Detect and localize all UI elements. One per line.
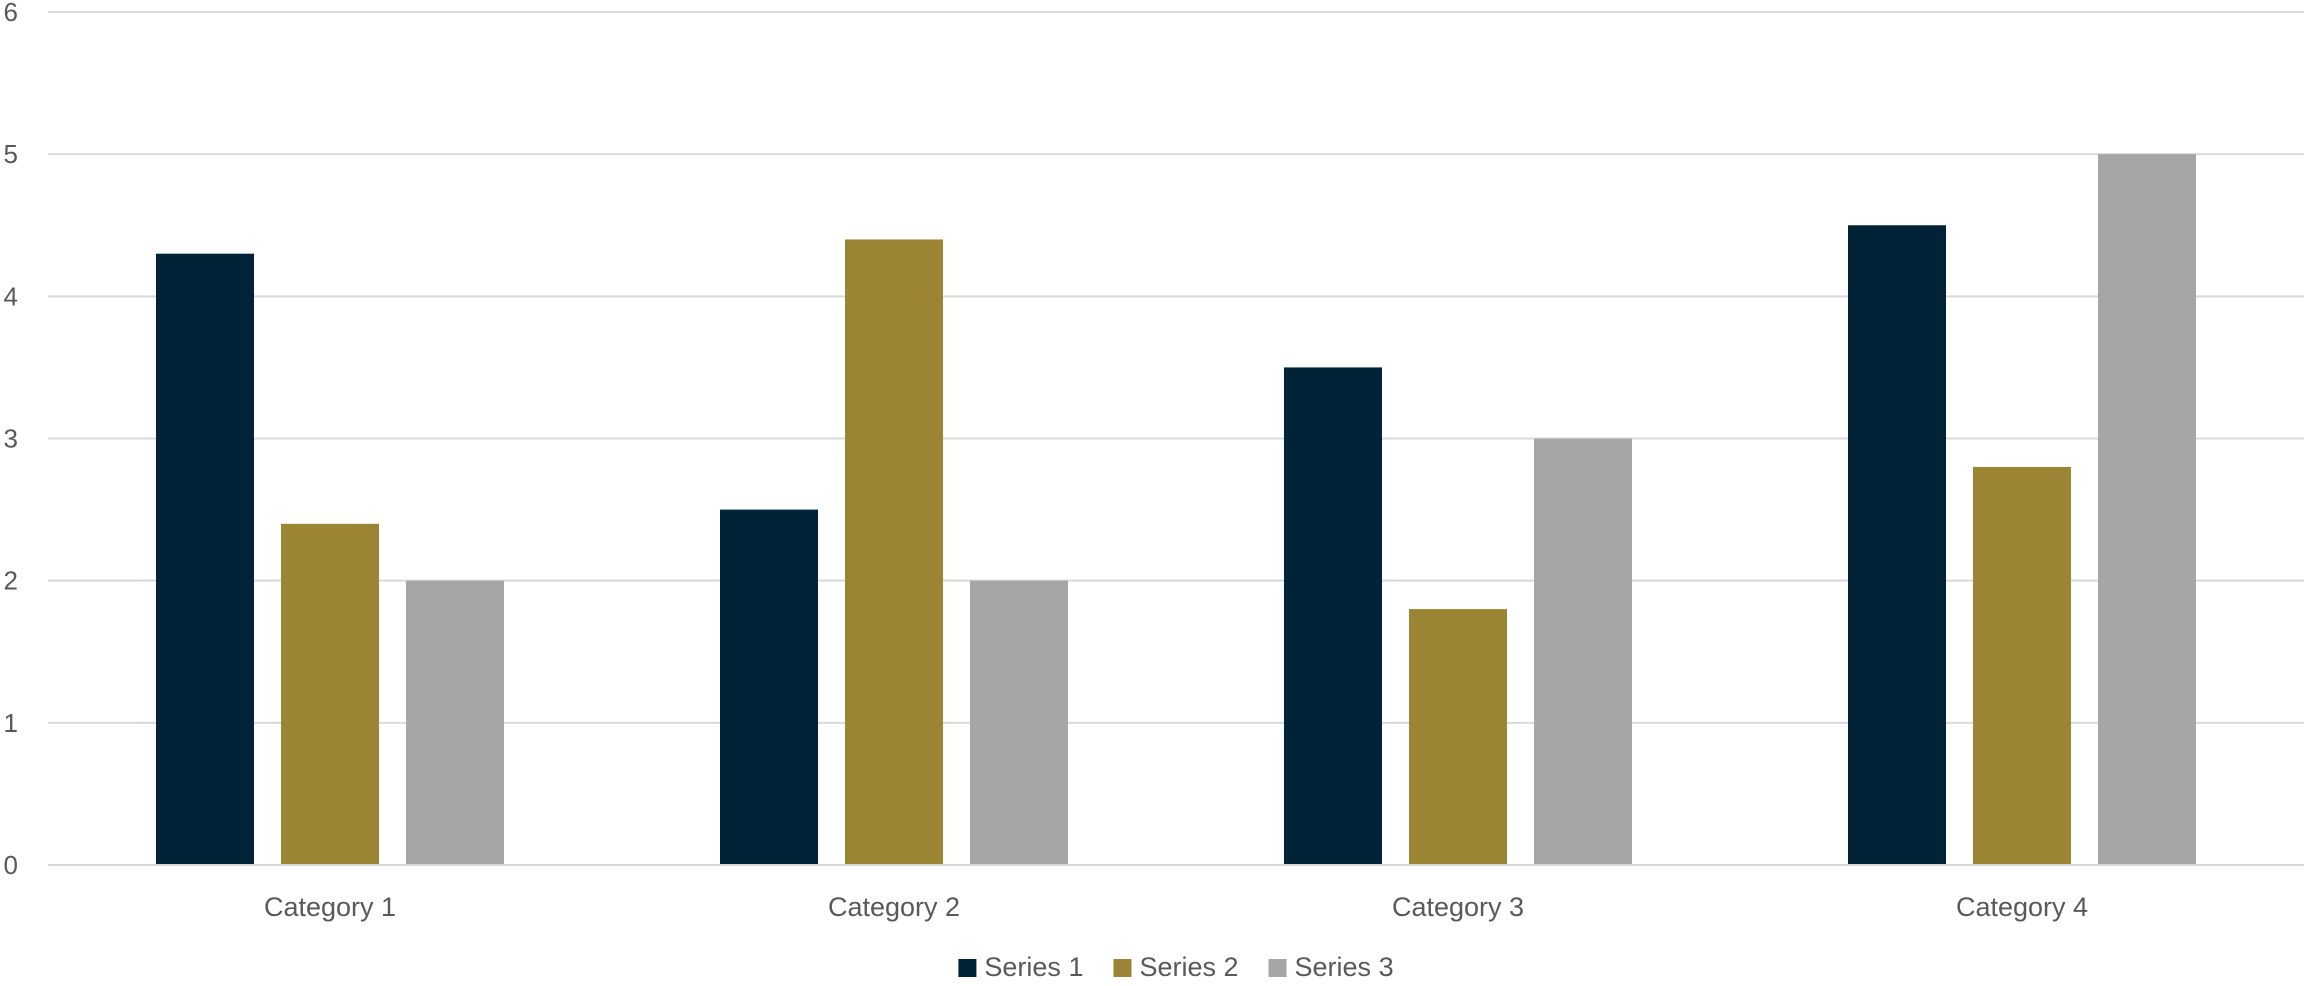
legend: Series 1 Series 2 Series 3: [958, 952, 1394, 982]
legend-item: Series 3: [1268, 952, 1394, 982]
bar-3-4: [2098, 154, 2196, 865]
bar-2-1: [281, 523, 379, 865]
bar-2-3: [1409, 609, 1507, 865]
y-tick-label: 4: [4, 281, 18, 311]
bar-3-3: [1534, 438, 1632, 865]
legend-swatch: [1113, 959, 1132, 977]
legend-label: Series 2: [1139, 952, 1238, 982]
bar-series-group: [156, 154, 2196, 865]
y-tick-label: 0: [4, 850, 18, 880]
y-tick-label: 5: [4, 139, 18, 169]
y-tick-label: 1: [4, 708, 18, 738]
x-tick-label: Category 2: [828, 892, 960, 922]
x-tick-label: Category 1: [264, 892, 396, 922]
bar-1-2: [720, 509, 818, 865]
y-tick-label: 2: [4, 566, 18, 596]
legend-swatch: [958, 959, 977, 977]
bar-1-1: [156, 253, 254, 865]
legend-label: Series 1: [984, 952, 1083, 982]
x-axis-labels: Category 1 Category 2 Category 3 Category 4: [264, 892, 2088, 922]
y-axis-ticks: 0 1 2 3 4 5 6: [4, 0, 18, 880]
gridlines: [48, 11, 2304, 724]
legend-label: Series 3: [1295, 952, 1394, 982]
legend-item: Series 2: [1113, 952, 1239, 982]
bar-1-4: [1848, 225, 1946, 865]
bar-2-4: [1973, 466, 2071, 865]
bar-3-1: [406, 580, 504, 865]
legend-item: Series 1: [958, 952, 1083, 982]
bar-3-2: [970, 580, 1068, 865]
y-tick-label: 6: [4, 0, 18, 27]
legend-swatch: [1268, 959, 1287, 977]
x-tick-label: Category 4: [1956, 892, 2088, 922]
y-tick-label: 3: [4, 424, 18, 454]
bar-2-2: [845, 239, 943, 865]
x-tick-label: Category 3: [1392, 892, 1524, 922]
bar-1-3: [1284, 367, 1382, 865]
